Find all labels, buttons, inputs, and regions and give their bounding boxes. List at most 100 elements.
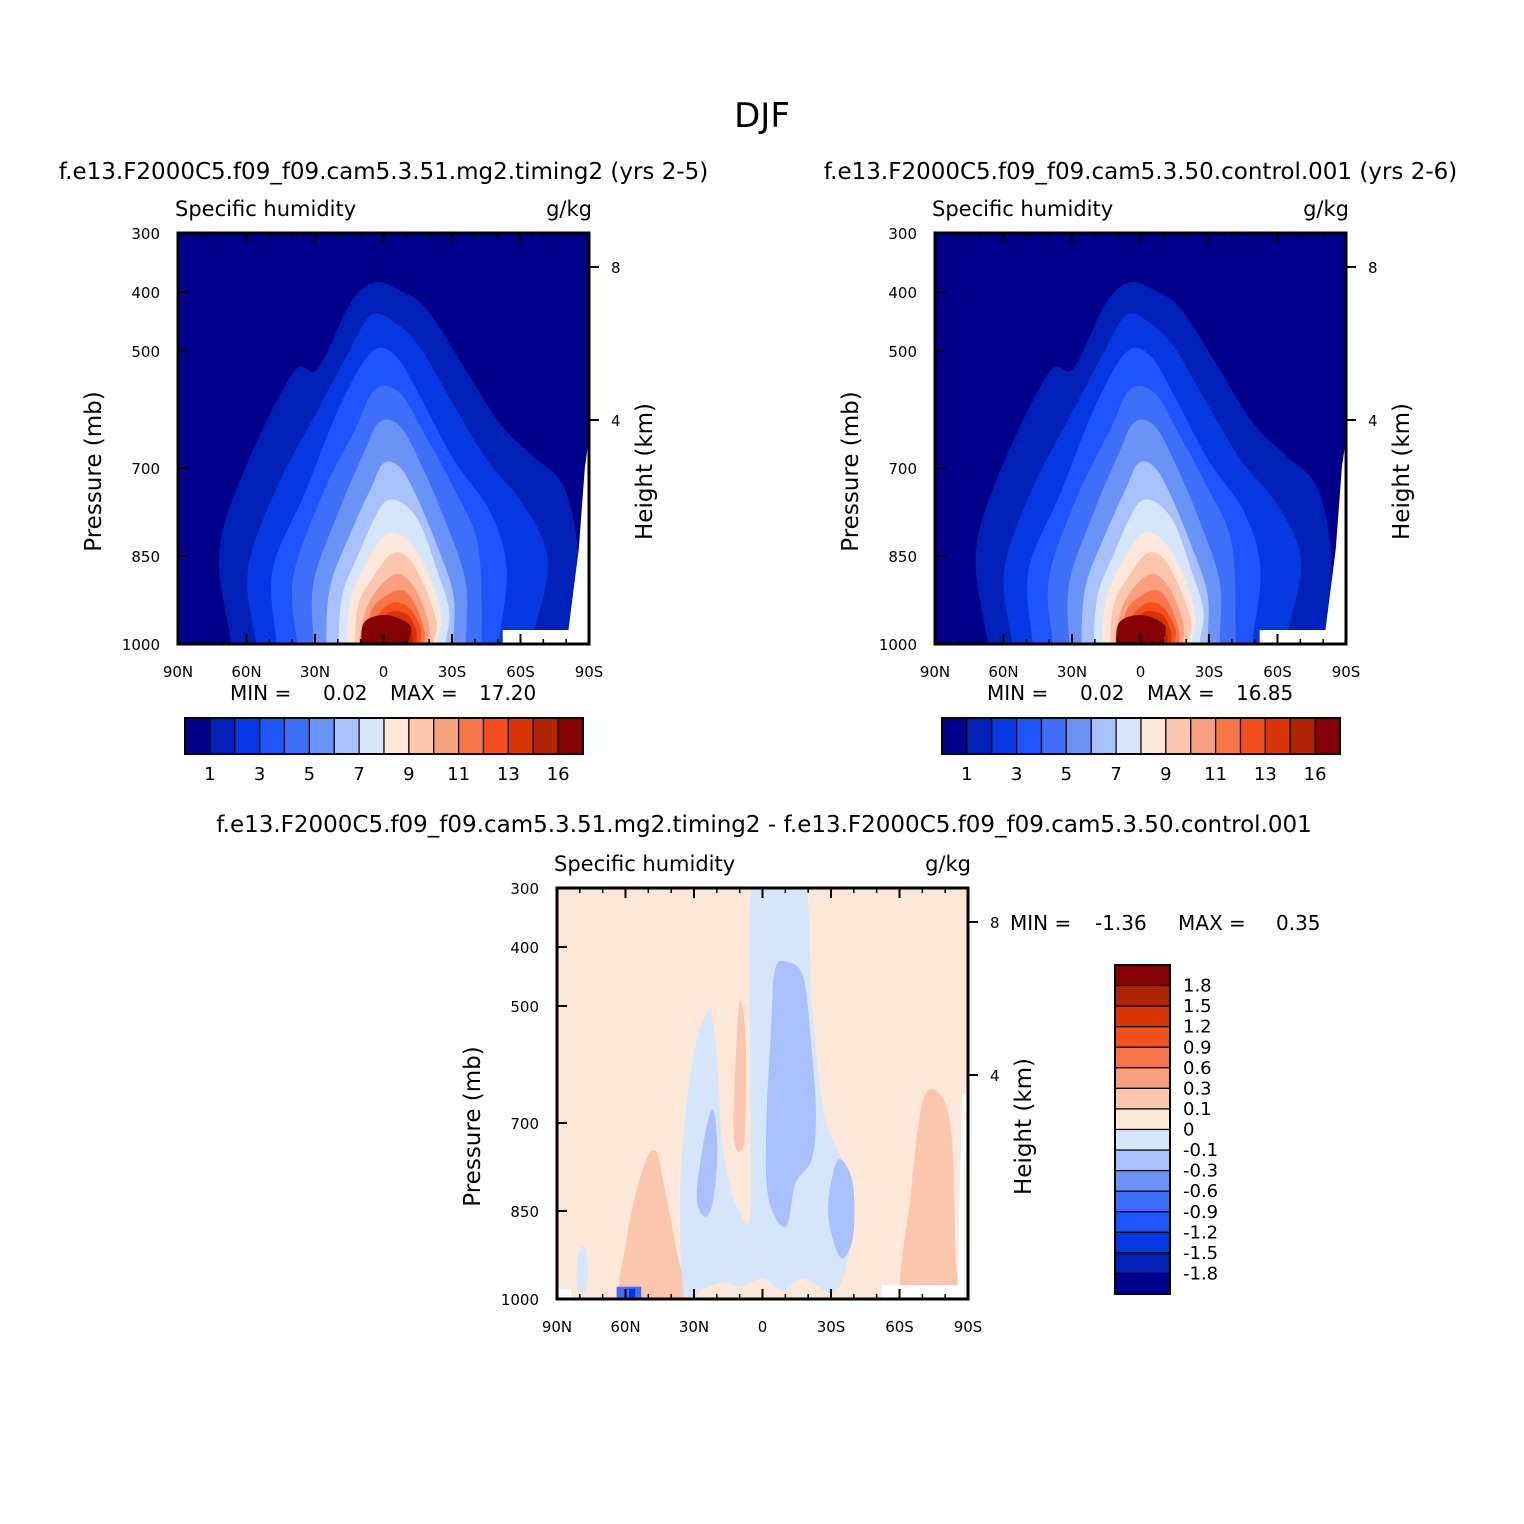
colorbar-label: 0.6 (1183, 1058, 1212, 1079)
contour-level (696, 1109, 718, 1217)
left-string: Specific humidity (554, 852, 735, 876)
colorbar-label: 9 (403, 764, 414, 785)
colorbar-box (1114, 1108, 1171, 1131)
colorbar-label: 11 (447, 764, 470, 785)
colorbar-box (1190, 717, 1217, 755)
min-label: MIN = (230, 681, 291, 705)
x-tick-label: 90S (954, 1318, 983, 1336)
colorbar-box (482, 717, 509, 755)
humidity-field (178, 233, 589, 644)
min-value: -1.36 (1095, 911, 1147, 935)
colorbar-box (1114, 1211, 1171, 1233)
contour-level (616, 1286, 642, 1299)
left-string: Specific humidity (932, 197, 1113, 221)
colorbar-box (1264, 717, 1291, 755)
y-axis-label: Pressure (mb) (460, 1046, 486, 1206)
panel-title: f.e13.F2000C5.f09_f09.cam5.3.51.mg2.timi… (59, 159, 709, 185)
colorbar-label: -0.6 (1183, 1181, 1218, 1202)
colorbar-box (383, 717, 410, 755)
colorbar-box (1016, 717, 1043, 755)
y-tick-label: 300 (888, 225, 917, 243)
right-string: g/kg (1303, 197, 1349, 221)
colorbar-label: 13 (497, 764, 520, 785)
left-string: Specific humidity (175, 197, 356, 221)
y2-tick-label: 8 (611, 259, 621, 277)
colorbar-box (1289, 717, 1316, 755)
colorbar-label: 1.8 (1183, 976, 1212, 997)
y-tick-label: 700 (510, 1115, 539, 1133)
colorbar-box (557, 717, 584, 755)
colorbar-label: 11 (1204, 764, 1227, 785)
contour-level (1116, 615, 1167, 644)
colorbar-label: 0.3 (1183, 1078, 1212, 1099)
contour-level (576, 1245, 588, 1293)
colorbar-frame (941, 717, 1341, 755)
colorbar-box (1314, 717, 1341, 755)
colorbar-box (1114, 984, 1171, 1007)
colorbar-box (184, 717, 211, 755)
contour-level (733, 1000, 747, 1152)
missing-data-mask (1325, 438, 1346, 630)
y2-axis-label: Height (km) (1389, 403, 1415, 540)
panel-2: 90N 60N 30N 0 30S 60S 90S 300 400 500 700 850 1000 8 4… (824, 159, 1458, 785)
panel-1: 90N 60N 30N 0 30S 60S 90S 300 400 500 700 850 1000 8 4… (59, 159, 709, 785)
y2-tick-label: 4 (1368, 412, 1378, 430)
colorbar-box (1114, 1128, 1171, 1151)
y-tick-label: 400 (131, 284, 160, 302)
page-title: DJF (734, 96, 790, 136)
colorbar-label: 16 (1304, 764, 1327, 785)
colorbar-label: 1 (204, 764, 215, 785)
difference-field (557, 888, 968, 1299)
missing-data-mask (881, 1285, 968, 1299)
colorbar-box (458, 717, 485, 755)
colorbar-label: 0.9 (1183, 1037, 1212, 1058)
contour-level (618, 1150, 688, 1299)
colorbar-label: -1.2 (1183, 1222, 1218, 1243)
colorbar-label: 5 (304, 764, 315, 785)
contour-level (679, 888, 854, 1299)
colorbar-box (1114, 1149, 1171, 1172)
colorbar-box (1114, 1170, 1171, 1192)
colorbar-box (1090, 717, 1117, 755)
missing-data-mask (957, 1093, 968, 1285)
y2-tick-label: 4 (990, 1067, 1000, 1085)
contour-level (628, 1288, 636, 1299)
colorbar-label: 7 (1110, 764, 1121, 785)
min-value: 0.02 (1080, 681, 1125, 705)
max-value: 0.35 (1276, 911, 1321, 935)
colorbar-label: -0.1 (1183, 1140, 1218, 1161)
max-value: 17.20 (479, 681, 536, 705)
colorbar-label: 0.1 (1183, 1099, 1212, 1120)
y-tick-label: 700 (131, 460, 160, 478)
y-tick-label: 1000 (879, 636, 917, 654)
max-label: MAX = (1178, 911, 1246, 935)
colorbar-frame (1114, 964, 1171, 1295)
y-tick-label: 850 (888, 548, 917, 566)
y-tick-label: 850 (510, 1203, 539, 1221)
contour-level (827, 1159, 855, 1259)
colorbar-box (1114, 1087, 1171, 1110)
x-tick-label: 60S (885, 1318, 914, 1336)
x-tick-label: 30N (1057, 663, 1087, 681)
colorbar-box (1114, 1252, 1171, 1275)
x-tick-label: 0 (758, 1318, 768, 1336)
colorbar-box (1114, 1005, 1171, 1028)
colorbar-box (1114, 964, 1171, 987)
x-tick-label: 30S (1195, 663, 1224, 681)
colorbar-label: 3 (1011, 764, 1022, 785)
x-tick-label: 90N (542, 1318, 572, 1336)
y-tick-label: 500 (131, 343, 160, 361)
colorbar-box (991, 717, 1018, 755)
colorbar-box (308, 717, 335, 755)
colorbar-box (283, 717, 310, 755)
x-tick-label: 0 (379, 663, 389, 681)
y-tick-label: 300 (131, 225, 160, 243)
y-tick-label: 700 (888, 460, 917, 478)
panel-3: 90N 60N 30N 0 30S 60S 90S 300 400 500 700 850 1000 8 4… (216, 812, 1320, 1336)
y2-axis-label: Height (km) (1011, 1058, 1037, 1195)
colorbar-box (209, 717, 236, 755)
colorbar-box (1114, 1067, 1171, 1089)
x-tick-label: 30S (438, 663, 467, 681)
colorbar-box (1140, 717, 1167, 755)
